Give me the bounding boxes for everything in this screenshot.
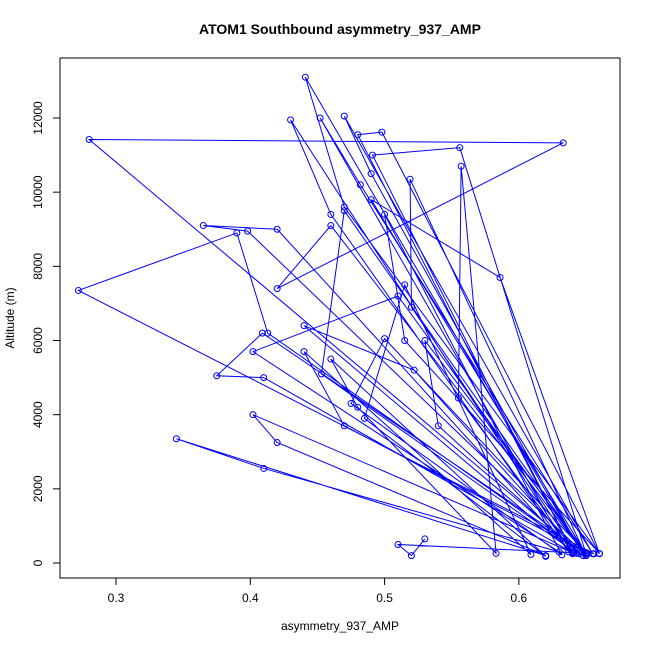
point — [258, 329, 266, 337]
series-line — [77, 76, 600, 557]
point — [340, 112, 348, 120]
point — [583, 549, 591, 557]
y-tick-label: 12000 — [31, 101, 45, 135]
y-tick-label: 2000 — [31, 475, 45, 502]
point — [368, 151, 376, 159]
point — [378, 128, 386, 136]
point — [233, 229, 241, 237]
point — [407, 552, 415, 560]
point — [401, 337, 409, 345]
point — [327, 222, 335, 230]
point — [172, 435, 180, 443]
point — [595, 549, 603, 557]
point — [340, 207, 348, 215]
point — [316, 114, 324, 122]
point — [457, 162, 465, 170]
point — [454, 394, 462, 402]
point — [300, 322, 308, 330]
point — [85, 136, 93, 144]
point — [356, 181, 364, 189]
x-tick-label: 0.6 — [511, 591, 528, 605]
point — [410, 366, 418, 374]
point — [273, 438, 281, 446]
point — [367, 196, 375, 204]
point — [249, 348, 257, 356]
point — [360, 414, 368, 422]
point — [287, 116, 295, 124]
point — [340, 203, 348, 211]
point — [367, 170, 375, 178]
point — [575, 550, 583, 558]
point — [589, 550, 597, 558]
y-tick-label: 8000 — [31, 253, 45, 280]
point — [264, 329, 272, 337]
point — [199, 222, 207, 230]
point — [421, 337, 429, 345]
point — [273, 225, 281, 233]
point — [569, 548, 577, 556]
y-tick-label: 6000 — [31, 327, 45, 354]
point — [381, 210, 389, 218]
point — [394, 540, 402, 548]
point — [340, 422, 348, 430]
point — [558, 551, 566, 559]
point — [74, 286, 82, 294]
point — [260, 374, 268, 382]
point — [301, 73, 309, 81]
point — [354, 131, 362, 139]
point — [347, 400, 355, 408]
point — [421, 535, 429, 543]
y-axis-label: Altitude (m) — [3, 287, 17, 348]
point — [260, 464, 268, 472]
y-tick-label: 4000 — [31, 401, 45, 428]
point — [492, 549, 500, 557]
point — [559, 139, 567, 147]
point — [249, 411, 257, 419]
point — [394, 292, 402, 300]
y-tick-label: 10000 — [31, 175, 45, 209]
point — [327, 355, 335, 363]
x-tick-label: 0.3 — [108, 591, 125, 605]
point — [406, 175, 414, 183]
point — [354, 403, 362, 411]
point — [401, 281, 409, 289]
point — [542, 552, 550, 560]
point — [456, 144, 464, 152]
point — [244, 227, 252, 235]
point — [573, 549, 581, 557]
x-tick-label: 0.5 — [376, 591, 393, 605]
point — [565, 548, 573, 556]
point — [434, 422, 442, 430]
point — [527, 550, 535, 558]
y-tick-label: 0 — [31, 559, 45, 566]
chart-title: ATOM1 Southbound asymmetry_937_AMP — [199, 21, 481, 37]
point — [317, 370, 325, 378]
point — [496, 273, 504, 281]
point — [273, 285, 281, 293]
x-axis-label: asymmetry_937_AMP — [281, 619, 399, 633]
x-tick-label: 0.4 — [242, 591, 259, 605]
plot-box — [59, 57, 621, 579]
point — [407, 303, 415, 311]
point — [381, 335, 389, 343]
point — [300, 348, 308, 356]
point — [213, 372, 221, 380]
point — [327, 210, 335, 218]
